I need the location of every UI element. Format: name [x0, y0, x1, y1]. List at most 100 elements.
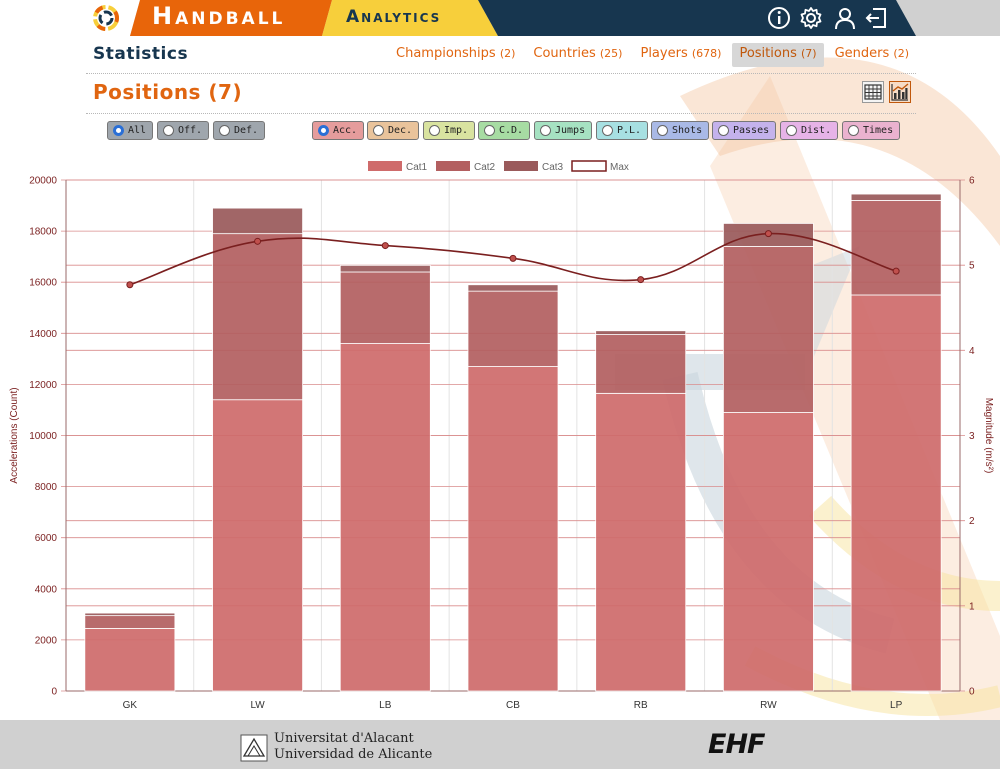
- legend-label: Cat3: [542, 162, 564, 173]
- tab-countries[interactable]: Countries (25): [533, 46, 623, 61]
- filter-times[interactable]: Times: [842, 121, 901, 140]
- radio-icon: [786, 125, 797, 136]
- y2-tick-label: 2: [969, 516, 975, 527]
- y-tick-label: 4000: [35, 584, 58, 595]
- y2-axis-title: Magnitude (m/s²): [983, 398, 994, 474]
- radio-icon: [718, 125, 729, 136]
- y-tick-label: 6000: [35, 533, 58, 544]
- bar-cat1: [339, 343, 431, 692]
- radio-icon: [602, 125, 613, 136]
- bar-cat1: [723, 412, 814, 692]
- tab-players[interactable]: Players (678): [640, 46, 722, 61]
- filter-all[interactable]: All: [107, 121, 154, 140]
- bar-cat1: [850, 294, 942, 692]
- max-point: [637, 276, 645, 284]
- radio-icon: [318, 125, 329, 136]
- header-bands: [0, 0, 916, 36]
- positions-header: Positions (7): [86, 74, 916, 114]
- filter-offensive[interactable]: Off.: [157, 121, 210, 140]
- bar-cat3: [595, 330, 687, 335]
- y-tick-label: 14000: [29, 329, 57, 340]
- filter-defensive[interactable]: Def.: [213, 121, 266, 140]
- university-name-line2: Universidad de Alicante: [274, 747, 433, 762]
- page-title: Positions (7): [93, 80, 243, 104]
- radio-icon: [163, 125, 174, 136]
- y2-tick-label: 5: [969, 261, 975, 272]
- statistics-tabs: Championships (2) Countries (25) Players…: [389, 43, 916, 67]
- university-name: Universitat d'Alacant Universidad de Ali…: [274, 731, 432, 763]
- bar-cat3: [212, 207, 303, 235]
- radio-icon: [113, 125, 124, 136]
- filter-distance[interactable]: Dist.: [780, 121, 839, 140]
- max-point: [892, 267, 900, 275]
- bar-cat3: [339, 264, 431, 273]
- bar-cat2: [723, 246, 814, 413]
- top-bar: Handball Analytics: [0, 0, 1000, 36]
- x-tick-label: LW: [250, 700, 265, 711]
- y2-tick-label: 6: [969, 176, 975, 187]
- y2-tick-label: 3: [969, 431, 975, 442]
- filter-passes[interactable]: Passes: [712, 121, 777, 140]
- tab-championships[interactable]: Championships (2): [396, 46, 516, 61]
- bar-cat2: [850, 200, 942, 296]
- y-tick-label: 10000: [29, 431, 57, 442]
- legend-swatch-cat3: [504, 161, 538, 171]
- info-icon[interactable]: [766, 5, 792, 31]
- statistics-header: Statistics Championships (2) Countries (…: [86, 36, 916, 74]
- filter-accelerations[interactable]: Acc.: [312, 121, 365, 140]
- statistics-title: Statistics: [93, 44, 189, 64]
- chart-view-button[interactable]: [889, 81, 911, 103]
- radio-icon: [373, 125, 384, 136]
- gear-icon[interactable]: [798, 5, 824, 31]
- bar-cat3: [84, 612, 176, 617]
- logout-icon[interactable]: [864, 5, 890, 31]
- university-name-line1: Universitat d'Alacant: [274, 731, 414, 746]
- bar-cat1: [212, 399, 303, 692]
- legend-swatch-max: [571, 160, 607, 172]
- y-tick-label: 8000: [35, 482, 58, 493]
- bar-cat2: [212, 233, 303, 401]
- radio-icon: [429, 125, 440, 136]
- radio-icon: [657, 125, 668, 136]
- y-tick-label: 20000: [29, 176, 57, 187]
- app-logo-icon[interactable]: [92, 4, 120, 32]
- x-tick-label: CB: [506, 700, 520, 711]
- x-tick-label: GK: [123, 700, 138, 711]
- chart-view-icon: [891, 83, 909, 101]
- x-tick-label: RB: [634, 700, 648, 711]
- positions-chart: 0 2000 4000 6000 8000 10000 12000 14000 16000 180…: [9, 160, 994, 711]
- filter-decelerations[interactable]: Dec.: [367, 121, 420, 140]
- table-view-icon: [864, 84, 882, 100]
- legend-swatch-cat2: [436, 161, 470, 171]
- max-point: [254, 237, 262, 245]
- user-icon[interactable]: [832, 5, 858, 31]
- tab-positions[interactable]: Positions (7): [732, 43, 824, 67]
- filter-shots[interactable]: Shots: [651, 121, 710, 140]
- x-tick-label: LP: [890, 700, 903, 711]
- y-axis-title: Accelerations (Count): [9, 387, 20, 483]
- max-point: [764, 230, 772, 238]
- radio-icon: [484, 125, 495, 136]
- max-point: [509, 254, 517, 262]
- legend-swatch-cat1: [368, 161, 402, 171]
- radio-icon: [540, 125, 551, 136]
- filter-player-load[interactable]: P.L.: [596, 121, 649, 140]
- bar-cat2: [84, 615, 176, 629]
- bar-cat1: [84, 628, 176, 692]
- table-view-button[interactable]: [862, 81, 884, 103]
- legend-label: Max: [610, 162, 629, 173]
- ehf-logo: EHF: [708, 729, 765, 760]
- filter-impacts[interactable]: Imp.: [423, 121, 476, 140]
- filter-change-direction[interactable]: C.D.: [478, 121, 531, 140]
- radio-icon: [219, 125, 230, 136]
- brand-subtitle: Analytics: [346, 7, 442, 27]
- max-point: [126, 281, 134, 289]
- tab-genders[interactable]: Genders (2): [834, 46, 909, 61]
- y-tick-label: 12000: [29, 380, 57, 391]
- y2-tick-label: 0: [969, 687, 975, 698]
- radio-icon: [848, 125, 859, 136]
- filter-jumps[interactable]: Jumps: [534, 121, 593, 140]
- x-tick-label: RW: [760, 700, 777, 711]
- y2-tick-label: 1: [969, 601, 975, 612]
- footer: Universitat d'Alacant Universidad de Ali…: [0, 720, 1000, 769]
